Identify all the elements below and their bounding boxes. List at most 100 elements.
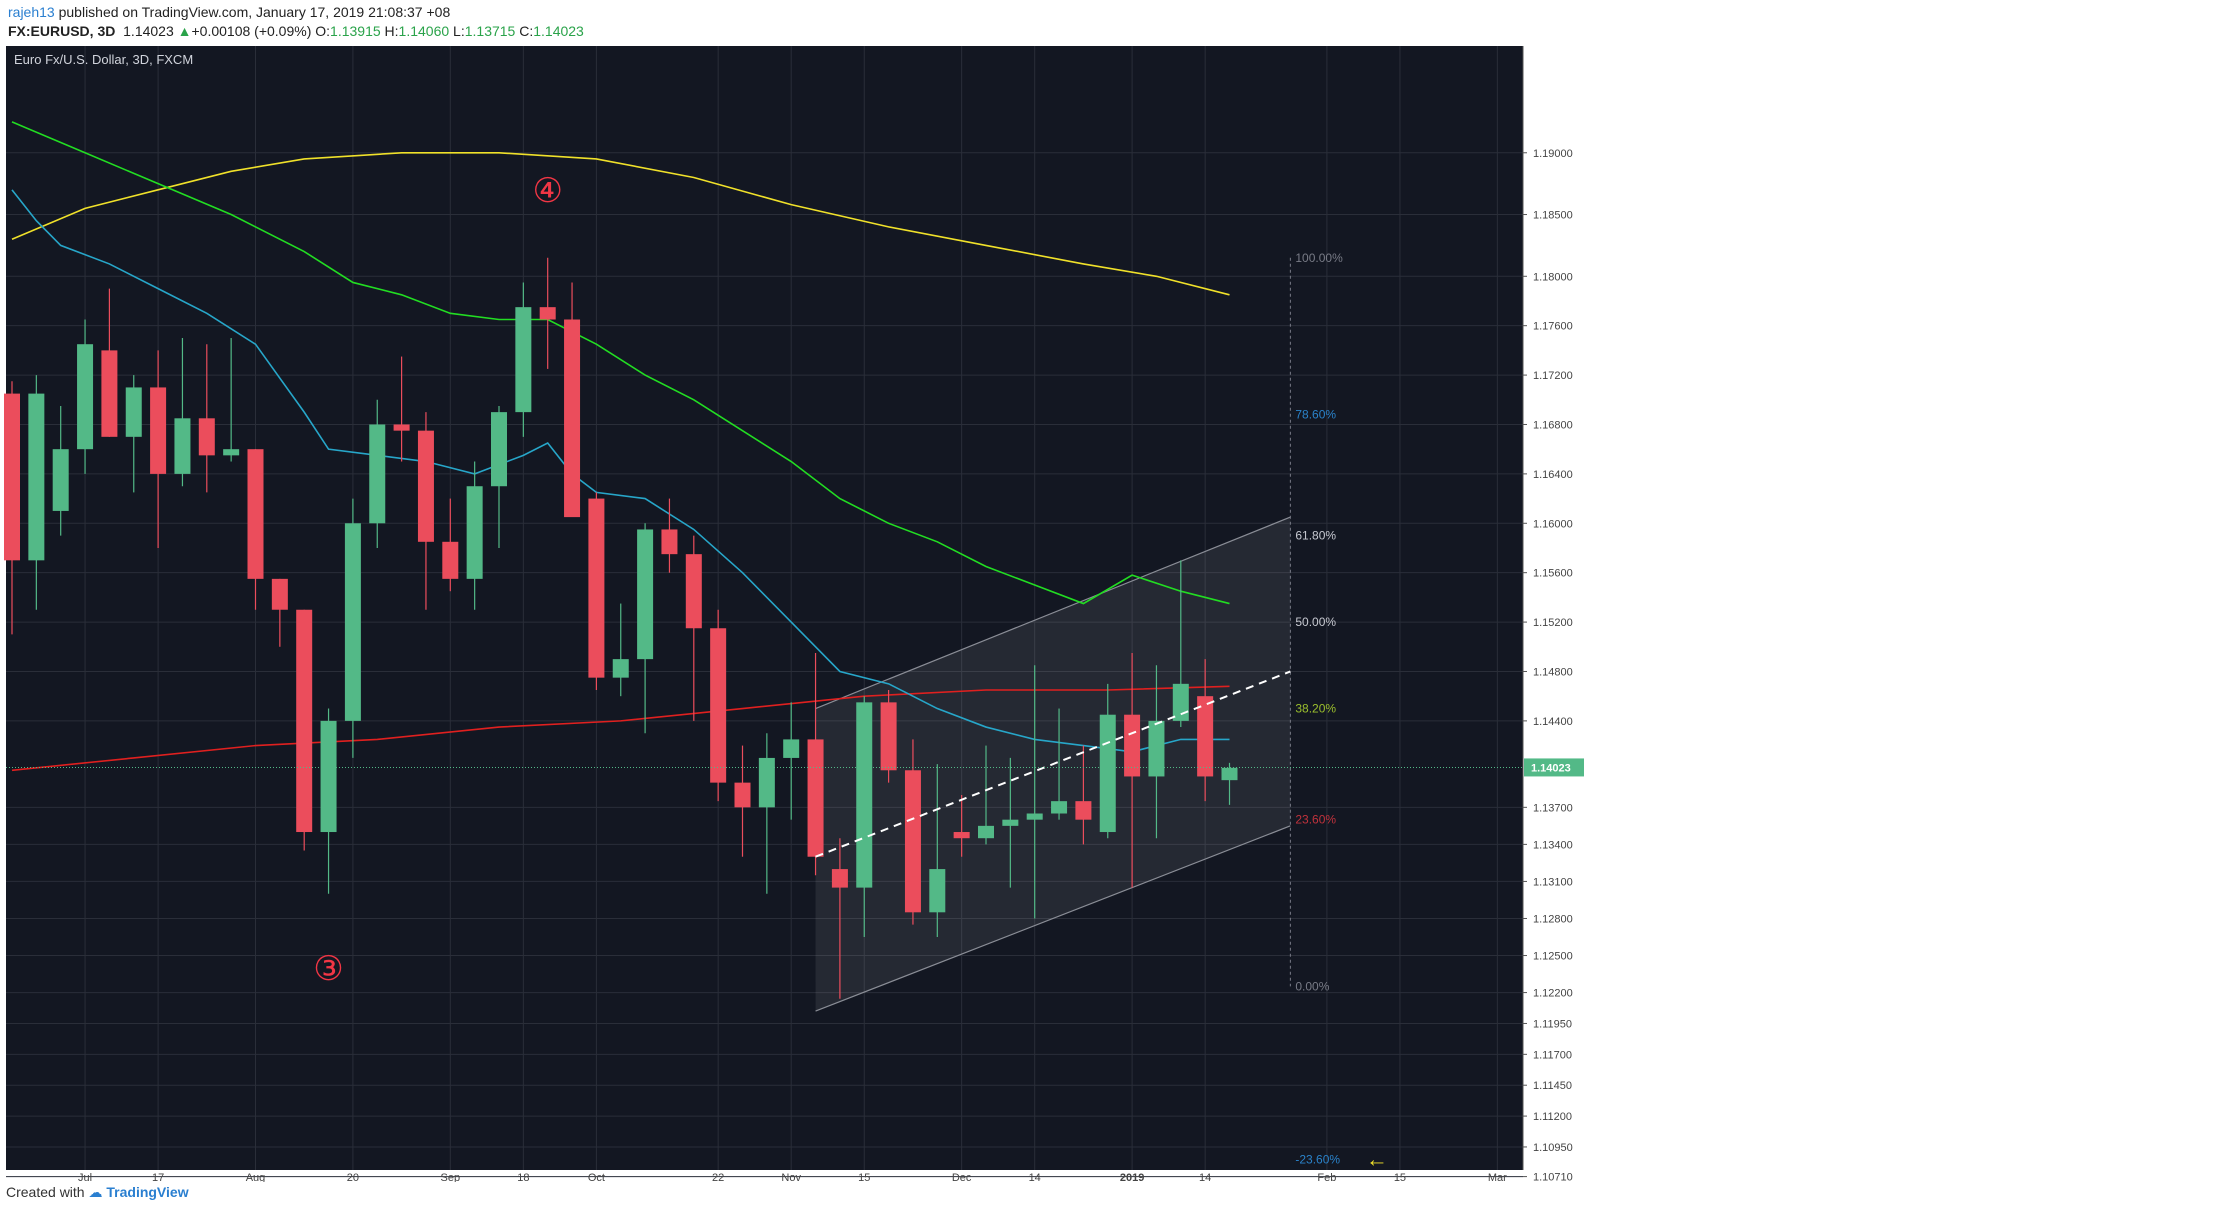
open-value: 1.13915 [330, 23, 381, 39]
time-tick-label: Dec [952, 1172, 972, 1182]
time-tick-label: 15 [858, 1172, 870, 1182]
candle-body [1124, 714, 1141, 777]
fib-level-label: 61.80% [1295, 529, 1336, 543]
candle-body [52, 449, 69, 511]
candle-body [125, 387, 142, 437]
candle [710, 609, 727, 802]
time-tick-label: 14 [1029, 1172, 1041, 1182]
candle-body [685, 554, 702, 629]
candle-body [953, 832, 970, 839]
price-axis-bg [1523, 46, 2218, 1182]
candle-body [1026, 813, 1043, 820]
price-tick-label: 1.16000 [1533, 518, 1573, 530]
candle-body [783, 739, 800, 758]
symbol-label: FX:EURUSD, 3D [8, 23, 116, 39]
candle-body [491, 412, 507, 487]
fib-level-label: 0.00% [1295, 979, 1329, 993]
candle-body [442, 541, 459, 579]
last-price-label: 1.14023 [1531, 762, 1571, 774]
candle-body [369, 424, 386, 524]
grid [6, 46, 1523, 1206]
candle-body [101, 350, 118, 437]
candle [28, 375, 45, 610]
price-tick-label: 1.12800 [1533, 913, 1573, 925]
time-tick-label: 14 [1199, 1172, 1211, 1182]
candle [588, 492, 605, 691]
high-value: 1.14060 [398, 23, 450, 39]
candle [125, 375, 142, 493]
candle-body [466, 486, 483, 579]
candle [1221, 762, 1238, 805]
time-tick-label: 17 [152, 1172, 164, 1182]
time-tick-label: 20 [347, 1172, 359, 1182]
candle-body [978, 825, 994, 839]
candlestick-chart[interactable]: 1.19000 1.18500 1.18000 1.17600 1.17200 1.168… [0, 46, 2218, 1210]
candle-body [28, 393, 45, 561]
plot-background [6, 46, 1523, 1170]
candle-body [150, 387, 167, 474]
candle [320, 708, 337, 894]
candle [1075, 745, 1092, 845]
time-tick-label: Nov [781, 1172, 801, 1182]
candle [637, 523, 654, 734]
fib-level-label: 100.00% [1295, 251, 1343, 265]
candle-body [4, 393, 20, 561]
price-tick-label: 1.12500 [1533, 951, 1573, 963]
candle-body [1197, 696, 1214, 777]
candle-body [515, 307, 532, 413]
candle [612, 603, 629, 697]
candle [831, 838, 848, 999]
open-label: O: [315, 23, 331, 39]
ma-line-ma50 [11, 121, 1230, 605]
wave-annotation: ③ [313, 950, 343, 988]
ohlc-line: FX:EURUSD, 3D 1.14023 ▲+0.00108 (+0.09%)… [8, 23, 584, 39]
ma-line-ma100 [11, 151, 1230, 296]
candle [734, 745, 751, 857]
created-with-label: Created with [6, 1184, 85, 1200]
candle-body [247, 449, 264, 579]
author-link[interactable]: rajeh13 [8, 4, 55, 20]
published-text: published on TradingView.com, January 17… [58, 4, 451, 20]
candle [150, 350, 167, 548]
fib-level-label: 38.20% [1295, 702, 1336, 716]
candle-body [807, 739, 824, 857]
last-price: 1.14023 [123, 23, 174, 39]
candle-body [344, 523, 361, 721]
candle [491, 405, 507, 548]
header-bar: rajeh13 published on TradingView.com, Ja… [0, 0, 2218, 54]
candle [758, 733, 775, 894]
price-tick-label: 1.11450 [1533, 1080, 1572, 1092]
price-tick-label: 1.11700 [1533, 1049, 1572, 1061]
candle [271, 578, 288, 647]
candles [4, 257, 1238, 999]
ma-line-ma200 [11, 685, 1230, 772]
time-tick-label: 15 [1394, 1172, 1406, 1182]
candle-body [1172, 683, 1189, 721]
chart-area[interactable]: 1.19000 1.18500 1.18000 1.17600 1.17200 1.168… [0, 46, 2218, 1210]
candle [52, 405, 69, 536]
candle [978, 745, 994, 845]
time-tick-label: Mar [1488, 1172, 1507, 1182]
candle [807, 652, 824, 876]
candle [880, 690, 897, 783]
change-up-icon: ▲ [177, 23, 192, 39]
wave-annotation: ④ [532, 172, 562, 210]
fib-level-label: 50.00% [1295, 615, 1336, 629]
candle-body [1075, 801, 1092, 820]
price-tick-label: 1.18000 [1533, 271, 1573, 283]
tradingview-brand[interactable]: TradingView [106, 1184, 189, 1200]
candle-body [417, 430, 434, 542]
candle [77, 319, 94, 474]
candle [929, 764, 946, 938]
low-value: 1.13715 [464, 23, 516, 39]
candle [344, 498, 361, 758]
candle-body [880, 702, 897, 771]
candle [223, 338, 240, 462]
price-tick-label: 1.15200 [1533, 617, 1573, 629]
close-label: C: [519, 23, 534, 39]
time-tick-label: 2019 [1120, 1172, 1144, 1182]
candle [296, 609, 313, 851]
candle [101, 288, 118, 437]
time-axis: Jul 17 Aug 20 Sep 18 Oct 22 Nov 15 Dec 14 2019 14 Feb 1… [78, 1172, 1507, 1184]
candle [539, 257, 556, 369]
